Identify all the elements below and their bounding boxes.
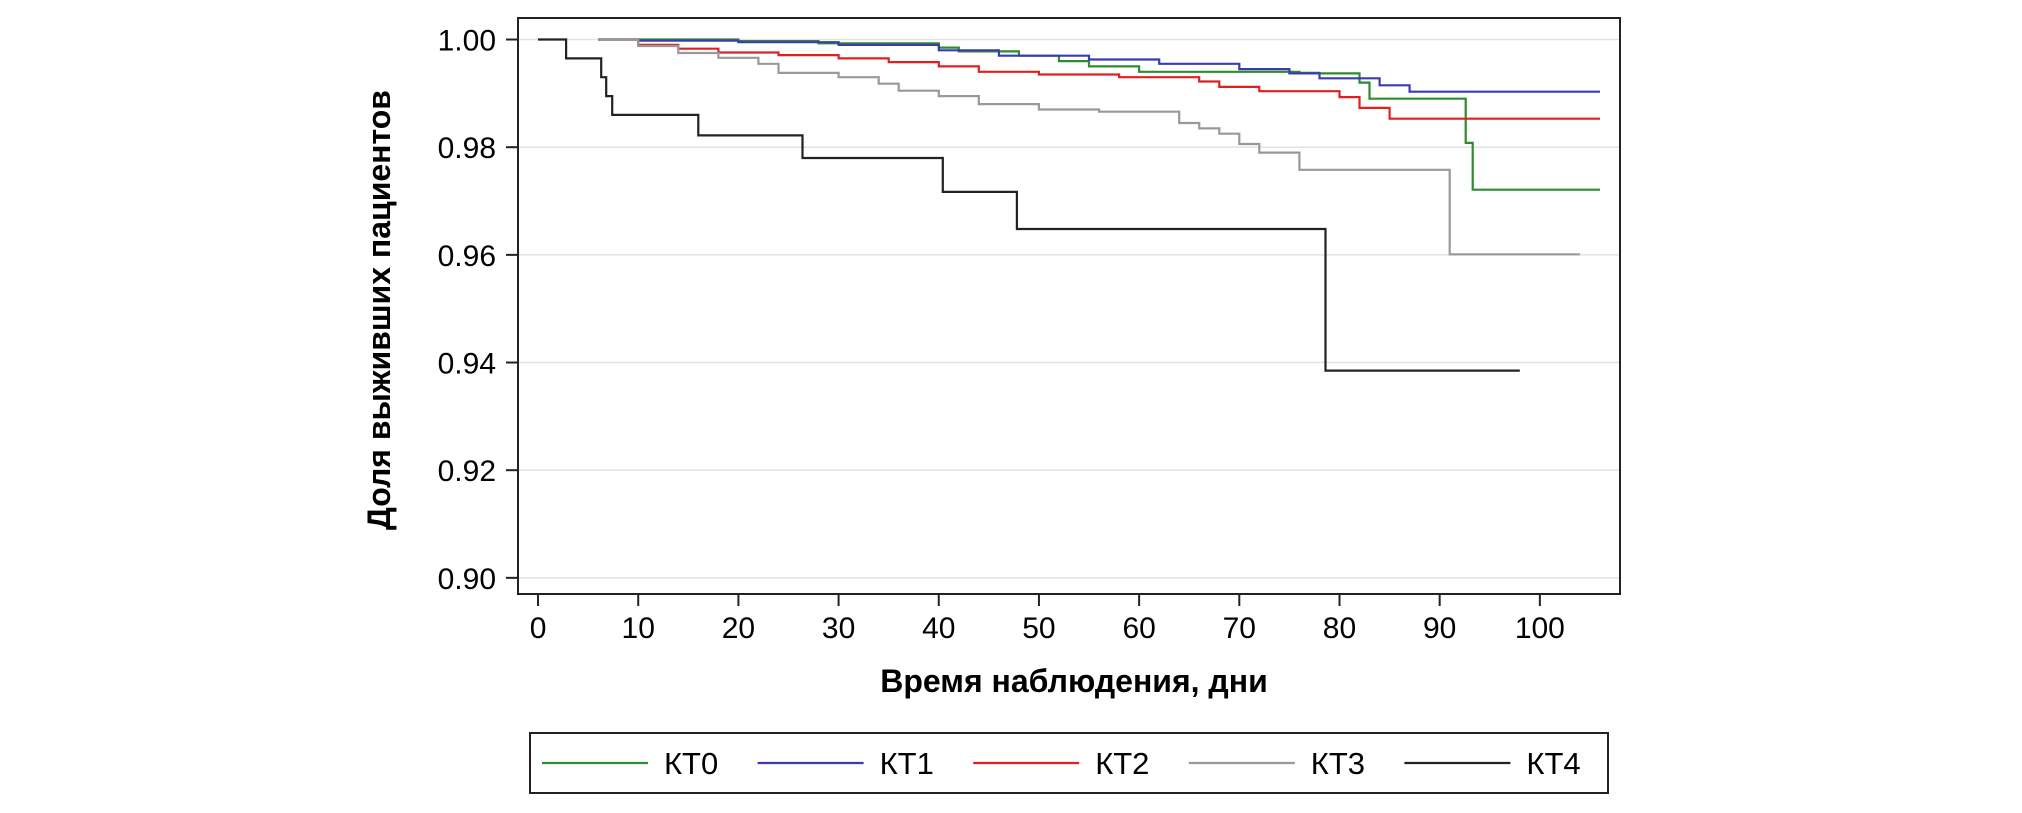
series-line-2	[598, 38, 1600, 120]
x-tick-label: 50	[1022, 612, 1055, 645]
x-tick-label: 100	[1515, 612, 1565, 645]
y-tick-label: 0.96	[438, 240, 496, 273]
x-tick-label: 30	[822, 612, 855, 645]
legend-label: КТ4	[1526, 746, 1580, 781]
y-tick-label: 0.98	[438, 132, 496, 165]
series-line-4	[538, 38, 1520, 372]
series-line-3	[598, 38, 1580, 256]
y-tick-label: 0.90	[438, 563, 496, 596]
legend-label: КТ2	[1095, 746, 1149, 781]
plot-frame	[517, 17, 1621, 595]
x-axis-title: Время наблюдения, дни	[880, 663, 1267, 699]
x-tick-label: 90	[1423, 612, 1456, 645]
x-tick-label: 60	[1122, 612, 1155, 645]
series-lines	[538, 38, 1600, 372]
x-tick-label: 10	[622, 612, 655, 645]
legend-label: КТ0	[664, 746, 718, 781]
x-tick-label: 80	[1323, 612, 1356, 645]
legend-label: КТ3	[1311, 746, 1365, 781]
x-tick-label: 40	[922, 612, 955, 645]
x-tick-label: 70	[1223, 612, 1256, 645]
x-tick-label: 20	[722, 612, 755, 645]
x-tick-label: 0	[530, 612, 547, 645]
axes: 0.90 0.92 0.94 0.96 0.98 1.00 0 10 20 30 40 50 60 70 8…	[438, 25, 1565, 645]
grid-lines	[518, 38, 1620, 579]
series-line-1	[598, 38, 1600, 93]
y-tick-label: 0.92	[438, 455, 496, 488]
y-axis-title: Доля выживших пациентов	[361, 90, 397, 530]
series-line-0	[598, 38, 1600, 191]
y-tick-label: 1.00	[438, 25, 496, 58]
legend: КТ0 КТ1 КТ2 КТ3 КТ4	[529, 732, 1609, 794]
y-tick-label: 0.94	[438, 348, 496, 381]
legend-label: КТ1	[880, 746, 934, 781]
